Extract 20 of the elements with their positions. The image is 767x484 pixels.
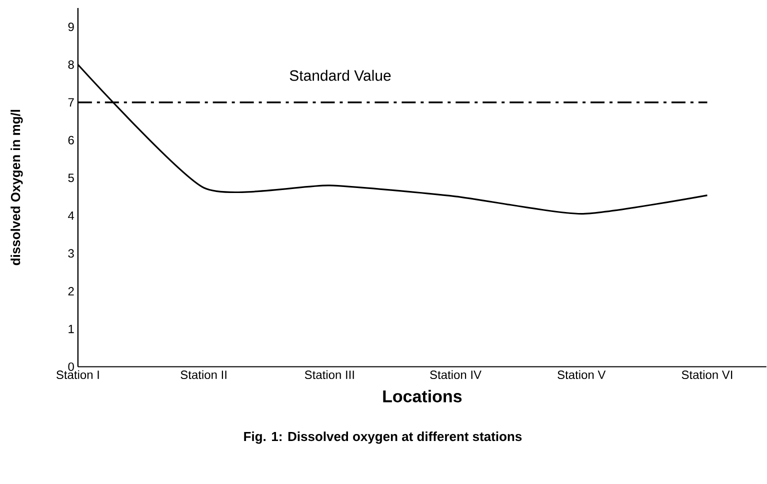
y-axis-title: dissolved Oxygen in mg/l bbox=[10, 110, 23, 266]
x-tick-label: Station V bbox=[558, 370, 606, 380]
y-tick-label: 5 bbox=[68, 174, 74, 182]
y-tick-label: 4 bbox=[68, 212, 74, 220]
x-axis-title: Locations bbox=[383, 390, 462, 403]
y-tick-label: 1 bbox=[68, 325, 74, 334]
x-tick-label: Station III bbox=[304, 370, 354, 380]
caption: Fig. 1: Dissolved oxygen at different stations bbox=[244, 432, 522, 444]
y-tick-label: 2 bbox=[68, 287, 74, 296]
y-tick-label: 0 bbox=[68, 362, 74, 372]
y-tick-label: 8 bbox=[68, 60, 74, 70]
y-tick-label: 7 bbox=[68, 98, 74, 107]
ref-line-label: Standard Value bbox=[290, 70, 391, 82]
x-tick-label: Station I bbox=[56, 370, 99, 380]
y-tick-label: 3 bbox=[68, 249, 74, 258]
y-tick-label: 6 bbox=[68, 136, 74, 145]
y-tick-label: 9 bbox=[68, 22, 74, 32]
x-tick-label: Station II bbox=[180, 370, 226, 380]
x-tick-label: Station VI bbox=[682, 370, 732, 380]
x-tick-label: Station IV bbox=[430, 370, 482, 380]
